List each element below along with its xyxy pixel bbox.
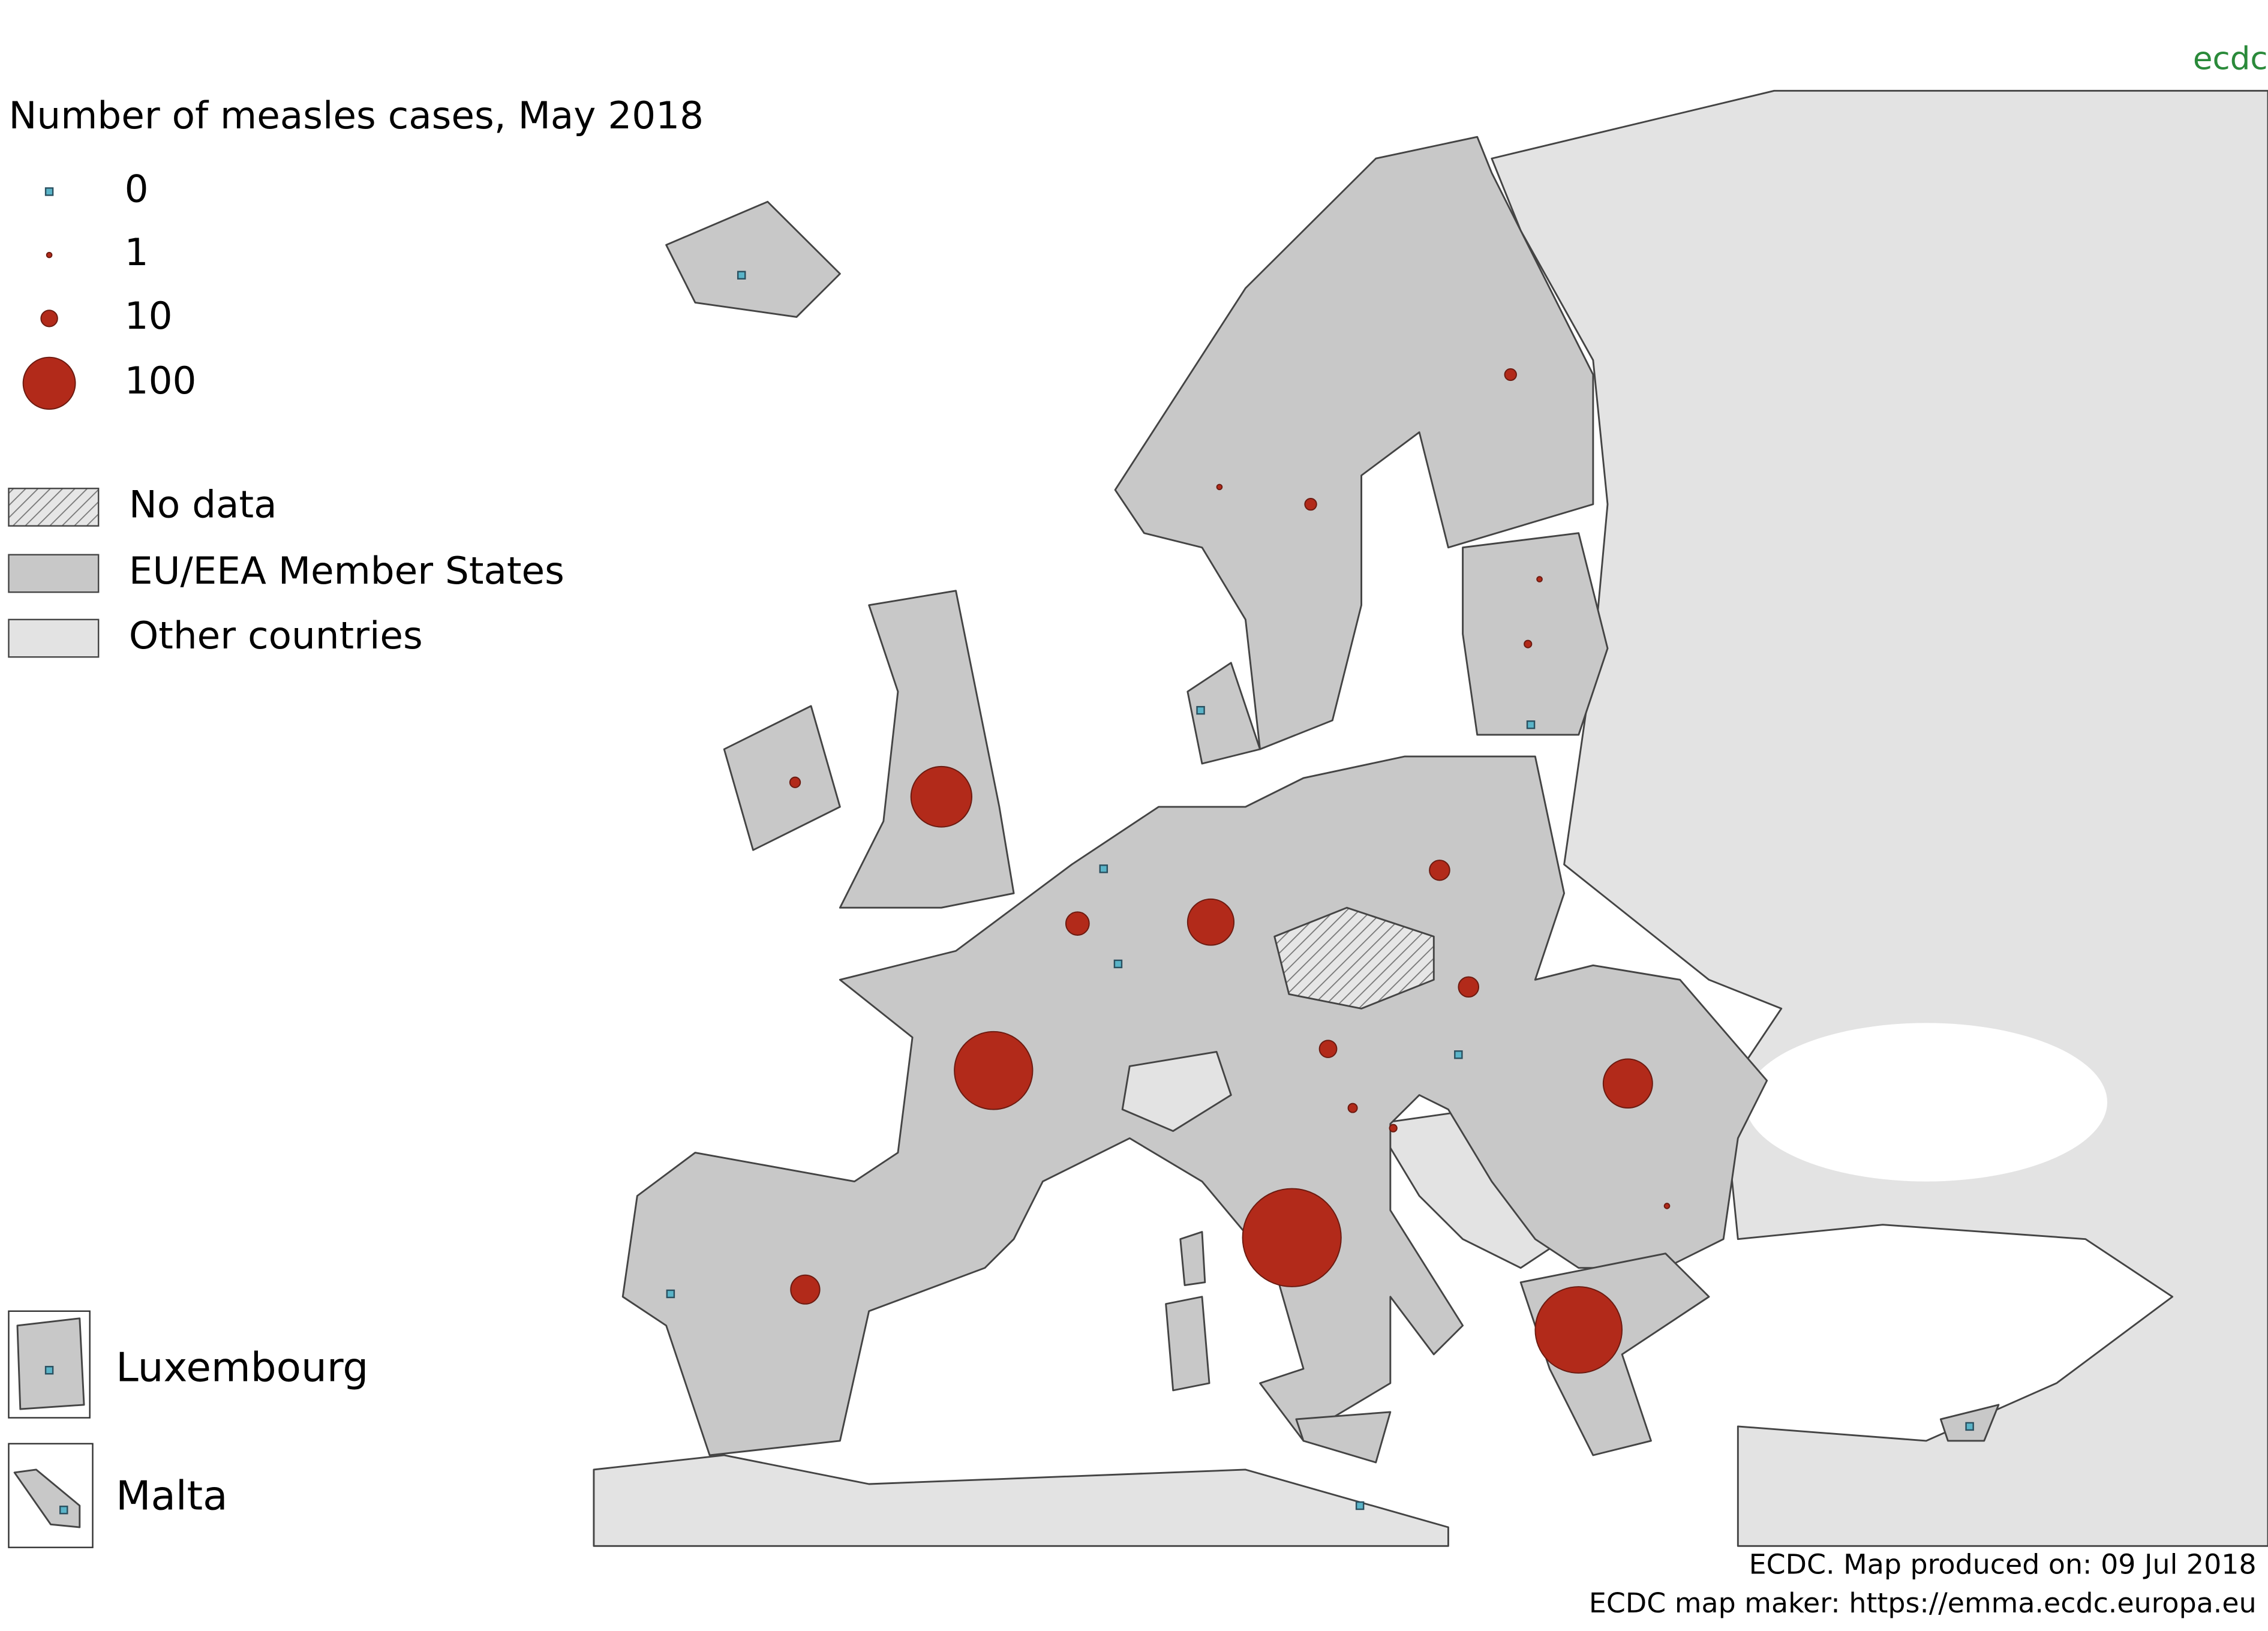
zero-marker bbox=[1196, 705, 1205, 715]
denmark bbox=[1186, 662, 1261, 765]
case-marker bbox=[1429, 860, 1450, 881]
uk bbox=[839, 590, 1015, 909]
legend-swatch bbox=[8, 554, 100, 593]
case-marker bbox=[1663, 1203, 1671, 1209]
case-marker bbox=[1318, 1040, 1338, 1058]
sardinia bbox=[1165, 1296, 1210, 1392]
inset-label: Luxembourg bbox=[116, 1344, 368, 1391]
case-marker bbox=[789, 776, 801, 788]
legend-label: 1 bbox=[125, 230, 149, 274]
zero-marker bbox=[1099, 864, 1109, 873]
corsica bbox=[1179, 1231, 1206, 1286]
logo: ecdc bbox=[2193, 41, 2268, 77]
legend-label: Other countries bbox=[129, 614, 423, 657]
case-marker bbox=[1458, 976, 1480, 998]
inset-luxembourg bbox=[16, 1317, 85, 1410]
legend-label: 0 bbox=[125, 167, 149, 211]
legend-label: 10 bbox=[125, 294, 173, 338]
case-marker bbox=[22, 356, 76, 410]
case-marker bbox=[1536, 576, 1543, 582]
case-marker bbox=[1389, 1124, 1398, 1133]
case-marker bbox=[1304, 498, 1317, 511]
case-marker bbox=[1065, 911, 1090, 936]
case-marker bbox=[1186, 898, 1235, 946]
other-land bbox=[1491, 89, 2268, 1547]
legend-label: EU/EEA Member States bbox=[129, 549, 564, 593]
ireland bbox=[723, 705, 841, 851]
case-marker bbox=[1347, 1103, 1358, 1113]
case-marker bbox=[1216, 483, 1223, 491]
legend-label: No data bbox=[129, 483, 277, 527]
zero-marker bbox=[1454, 1050, 1463, 1059]
zero-marker bbox=[44, 187, 54, 196]
iceland bbox=[665, 200, 841, 318]
north-africa bbox=[593, 1454, 1449, 1547]
zero-marker bbox=[59, 1506, 68, 1515]
zero-marker bbox=[737, 271, 746, 280]
zero-marker bbox=[1526, 720, 1536, 729]
zero-marker bbox=[44, 1366, 54, 1375]
case-marker bbox=[1242, 1188, 1342, 1287]
baltics bbox=[1462, 532, 1609, 736]
zero-marker bbox=[1113, 959, 1123, 969]
basemap bbox=[8, 89, 2268, 1548]
legend-title: Number of measles cases, May 2018 bbox=[8, 94, 704, 137]
zero-marker bbox=[1965, 1422, 1974, 1431]
zero-marker bbox=[1355, 1501, 1365, 1510]
inset-label: Malta bbox=[116, 1472, 227, 1519]
case-marker bbox=[910, 765, 973, 828]
case-marker bbox=[954, 1031, 1034, 1110]
scandinavia bbox=[1114, 136, 1594, 750]
czechia bbox=[1273, 906, 1435, 1010]
case-marker bbox=[1504, 368, 1517, 382]
switzerland bbox=[1121, 1050, 1232, 1132]
footer: ECDC map maker: https://emma.ecdc.europa… bbox=[1589, 1587, 2257, 1619]
black-sea bbox=[1745, 1023, 2107, 1182]
case-marker bbox=[40, 310, 58, 328]
case-marker bbox=[1534, 1286, 1623, 1374]
case-marker bbox=[46, 251, 53, 259]
case-marker bbox=[1602, 1058, 1653, 1109]
case-marker bbox=[1524, 639, 1533, 648]
legend-label: 100 bbox=[125, 359, 197, 403]
footer: ECDC. Map produced on: 09 Jul 2018 bbox=[1749, 1548, 2257, 1580]
legend-swatch bbox=[8, 618, 100, 658]
sicily bbox=[1295, 1411, 1392, 1464]
legend-swatch bbox=[8, 488, 100, 527]
case-marker bbox=[790, 1274, 821, 1305]
zero-marker bbox=[666, 1289, 675, 1299]
